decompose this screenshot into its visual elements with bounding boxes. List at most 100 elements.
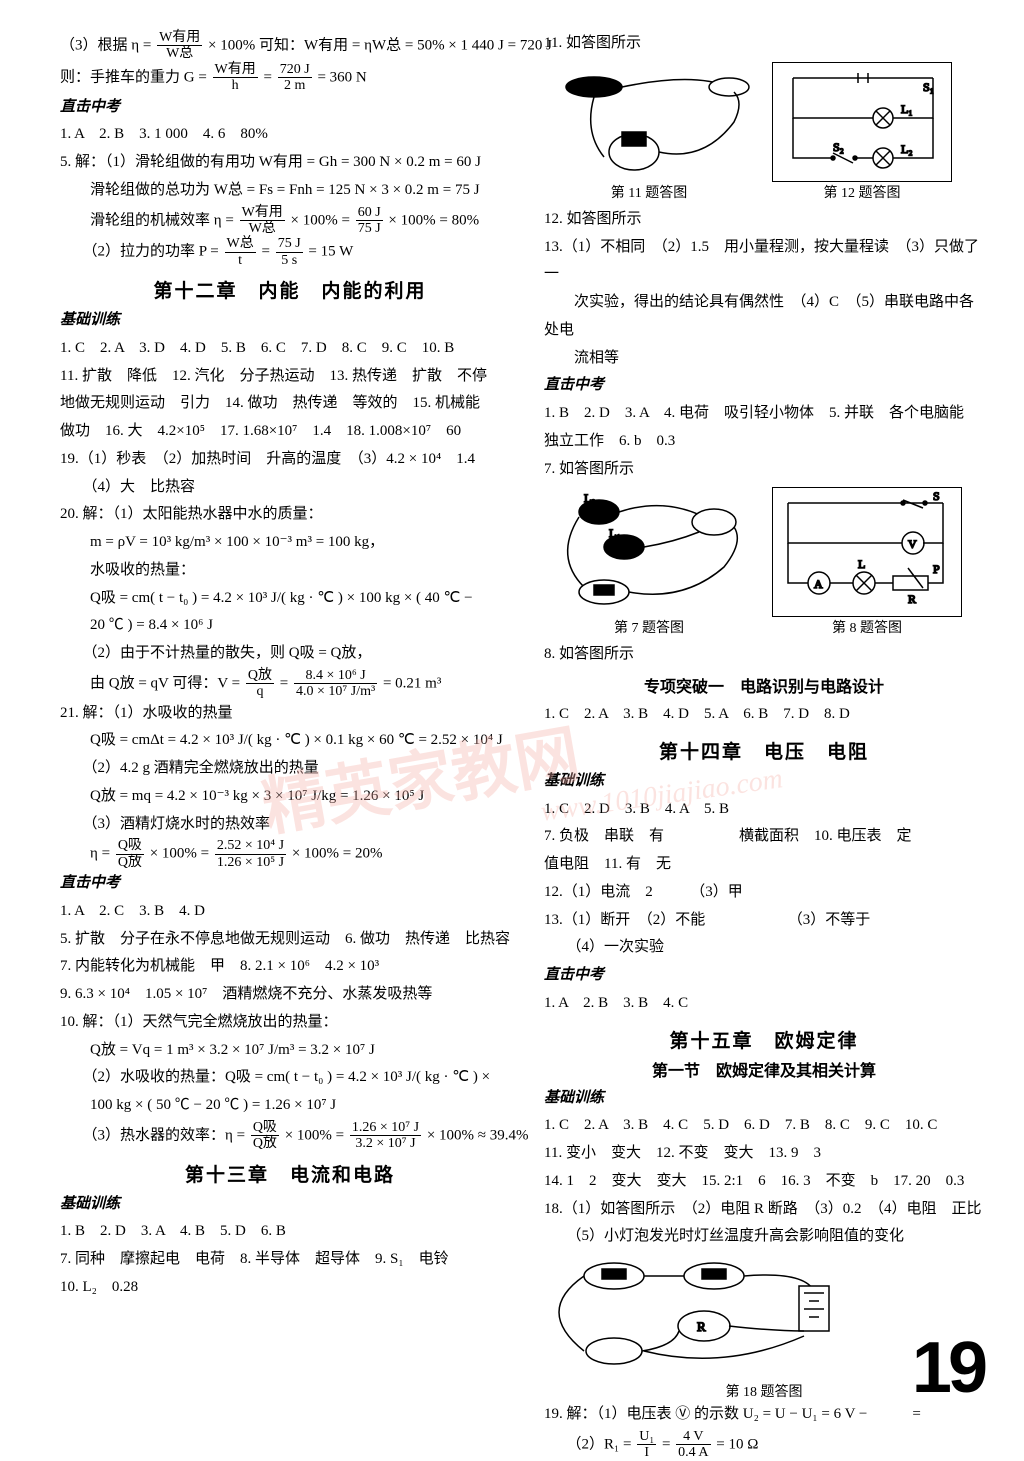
numerator: Q放 <box>246 668 274 684</box>
text-line: 12.（1）电流 2 （3）甲 <box>544 879 984 907</box>
text-line: m = ρV = 10³ kg/m³ × 100 × 10⁻³ m³ = 100… <box>60 529 520 557</box>
text-line: 18.（1）如答图所示 （2）电阻 R 断路 （3）0.2 （4）电阻 正比 <box>544 1196 984 1224</box>
text: = <box>261 244 273 260</box>
denominator: 2 m <box>278 78 312 93</box>
svg-text:L₁: L₁ <box>901 102 913 116</box>
text-line: 11. 变小 变大 12. 不变 变大 13. 9 3 <box>544 1140 984 1168</box>
text-line: 14. 1 2 变大 变大 15. 2:1 6 16. 3 不变 b 17. 2… <box>544 1168 984 1196</box>
fraction: 1.26 × 10⁷ J 3.2 × 10⁷ J <box>348 1120 423 1152</box>
figure-11: 第 11 题答图 <box>544 62 754 202</box>
text-line: 1. B 2. D 3. A 4. 电荷 吸引轻小物体 5. 并联 各个电脑能 <box>544 400 984 428</box>
figure-12: S₁ L₁ S₂ L₂ 第 12 题答图 <box>772 62 952 202</box>
text-line: （2）拉力的功率 P = W总 t = 75 J 5 s = 15 W <box>60 236 520 268</box>
svg-text:A: A <box>814 577 823 591</box>
figure-caption: 第 8 题答图 <box>772 617 962 637</box>
text-line: 100 kg × ( 50 ℃ − 20 ℃ ) = 1.26 × 10⁷ J <box>60 1092 520 1120</box>
text-line: 5. 扩散 分子在永不停息地做无规则运动 6. 做功 热传递 比热容 <box>60 926 520 954</box>
denominator: q <box>246 684 274 699</box>
text: = <box>264 69 276 85</box>
section-title: 第一节 欧姆定律及其相关计算 <box>544 1057 984 1081</box>
text-line: （2）4.2 g 酒精完全燃烧放出的热量 <box>60 755 520 783</box>
fraction: 8.4 × 10⁶ J 4.0 × 10⁷ J/m³ <box>292 668 379 700</box>
heading: 直击中考 <box>60 94 520 122</box>
text-line: 7. 内能转化为机械能 甲 8. 2.1 × 10⁶ 4.2 × 10³ <box>60 953 520 981</box>
text-line: 由 Q放 = qV 可得：V = Q放 q = 8.4 × 10⁶ J 4.0 … <box>60 668 520 700</box>
heading: 基础训练 <box>544 1085 984 1113</box>
denominator: 3.2 × 10⁷ J <box>350 1136 421 1151</box>
text: = 0.21 m³ <box>383 675 441 691</box>
text-line: （4）一次实验 <box>544 934 984 962</box>
chapter-title: 第十二章 内能 内能的利用 <box>60 276 520 303</box>
text-line: 5. 解：（1）滑轮组做的有用功 W有用 = Gh = 300 N × 0.2 … <box>60 149 520 177</box>
denominator: 1.26 × 10⁵ J <box>215 855 286 870</box>
text-line: Q放 = Vq = 1 m³ × 3.2 × 10⁷ J/m³ = 3.2 × … <box>60 1037 520 1065</box>
chapter-title: 第十四章 电压 电阻 <box>544 737 984 764</box>
left-column: （3）根据 η = W有用 W总 × 100% 可知：W有用 = ηW总 = 5… <box>60 30 520 1461</box>
numerator: 1.26 × 10⁷ J <box>350 1120 421 1136</box>
text-line: （4）大 比热容 <box>60 474 520 502</box>
text-line: （5）小灯泡发光时灯丝温度升高会影响阻值的变化 <box>544 1223 984 1251</box>
text-line: 7. 同种 摩擦起电 电荷 8. 半导体 超导体 9. S₁ 电铃 <box>60 1246 520 1274</box>
text: （2）R₁ = <box>544 1436 635 1452</box>
text: × 100% ≈ 39.4% <box>427 1127 529 1143</box>
svg-text:S₂: S₂ <box>833 140 844 154</box>
page-body: （3）根据 η = W有用 W总 × 100% 可知：W有用 = ηW总 = 5… <box>60 30 984 1461</box>
denominator: 4.0 × 10⁷ J/m³ <box>294 684 377 699</box>
numerator: Q吸 <box>251 1120 279 1136</box>
fraction: Q吸 Q放 <box>114 838 146 870</box>
text-line: 11. 扩散 降低 12. 汽化 分子热运动 13. 热传递 扩散 不停 <box>60 363 520 391</box>
figure-row: L₂ L₁ 第 7 题答图 <box>544 487 984 637</box>
fraction: U₁ I <box>635 1429 658 1461</box>
denominator: Q放 <box>251 1136 279 1151</box>
text-line: （3）热水器的效率：η = Q吸 Q放 × 100% = 1.26 × 10⁷ … <box>60 1120 520 1152</box>
circuit-icon <box>544 62 754 182</box>
text-line: η = Q吸 Q放 × 100% = 2.52 × 10⁴ J 1.26 × 1… <box>60 838 520 870</box>
text: = 15 W <box>308 244 353 260</box>
figure-caption: 第 11 题答图 <box>544 182 754 202</box>
heading: 基础训练 <box>544 768 984 796</box>
fraction: W有用 h <box>211 62 260 94</box>
text: （2）拉力的功率 P = <box>60 244 223 260</box>
fraction: W有用 W总 <box>155 30 204 62</box>
fraction: 2.52 × 10⁴ J 1.26 × 10⁵ J <box>213 838 288 870</box>
circuit-icon: S₁ L₁ S₂ L₂ <box>772 62 952 182</box>
numerator: W有用 <box>240 205 285 221</box>
denominator: W总 <box>240 221 285 236</box>
figure-8: S V A L P R <box>772 487 962 637</box>
circuit-icon: R <box>544 1251 844 1381</box>
heading: 基础训练 <box>60 307 520 335</box>
circuit-icon: S V A L P R <box>772 487 962 617</box>
svg-text:R: R <box>697 1319 706 1334</box>
text-line: 19.（1）秒表 （2）加热时间 升高的温度 （3）4.2 × 10⁴ 1.4 <box>60 446 520 474</box>
denominator: 5 s <box>276 253 303 268</box>
text-line: 1. A 2. C 3. B 4. D <box>60 898 520 926</box>
text-line: 水吸收的热量： <box>60 557 520 585</box>
text: = 360 N <box>317 69 366 85</box>
numerator: 720 J <box>278 62 312 78</box>
text-line: 独立工作 6. b 0.3 <box>544 428 984 456</box>
text-line: Q放 = mq = 4.2 × 10⁻³ kg × 3 × 10⁷ J/kg =… <box>60 783 520 811</box>
fraction: Q放 q <box>244 668 276 700</box>
text: （3）热水器的效率：η = <box>60 1127 249 1143</box>
text: 19. 解：（1）电压表 <box>544 1406 672 1422</box>
text-line: 值电阻 11. 有 无 <box>544 851 984 879</box>
text-line: 7. 如答图所示 <box>544 456 984 484</box>
right-column: 11. 如答图所示 第 11 题答图 <box>544 30 984 1461</box>
text-line: 1. C 2. A 3. D 4. D 5. B 6. C 7. D 8. C … <box>60 335 520 363</box>
text: （3）根据 η = <box>60 37 155 53</box>
figure-row: 第 11 题答图 S₁ L₁ S₂ <box>544 62 984 202</box>
text-line: 20. 解：（1）太阳能热水器中水的质量： <box>60 501 520 529</box>
fraction: 75 J 5 s <box>274 236 305 268</box>
denominator: h <box>213 78 258 93</box>
svg-text:P: P <box>933 562 940 576</box>
text-line: 1. C 2. A 3. B 4. D 5. A 6. B 7. D 8. D <box>544 701 984 729</box>
text: × 100% = <box>285 1127 348 1143</box>
text: 由 Q放 = qV 可得：V = <box>60 675 244 691</box>
heading: 直击中考 <box>544 372 984 400</box>
text-line: （2）水吸收的热量：Q吸 = cm( t − t₀ ) = 4.2 × 10³ … <box>60 1064 520 1092</box>
figure-7: L₂ L₁ 第 7 题答图 <box>544 487 754 637</box>
text-line: 滑轮组做的总功为 W总 = Fs = Fnh = 125 N × 3 × 0.2… <box>60 177 520 205</box>
fraction: W有用 W总 <box>238 205 287 237</box>
numerator: W有用 <box>213 62 258 78</box>
denominator: Q放 <box>116 855 144 870</box>
